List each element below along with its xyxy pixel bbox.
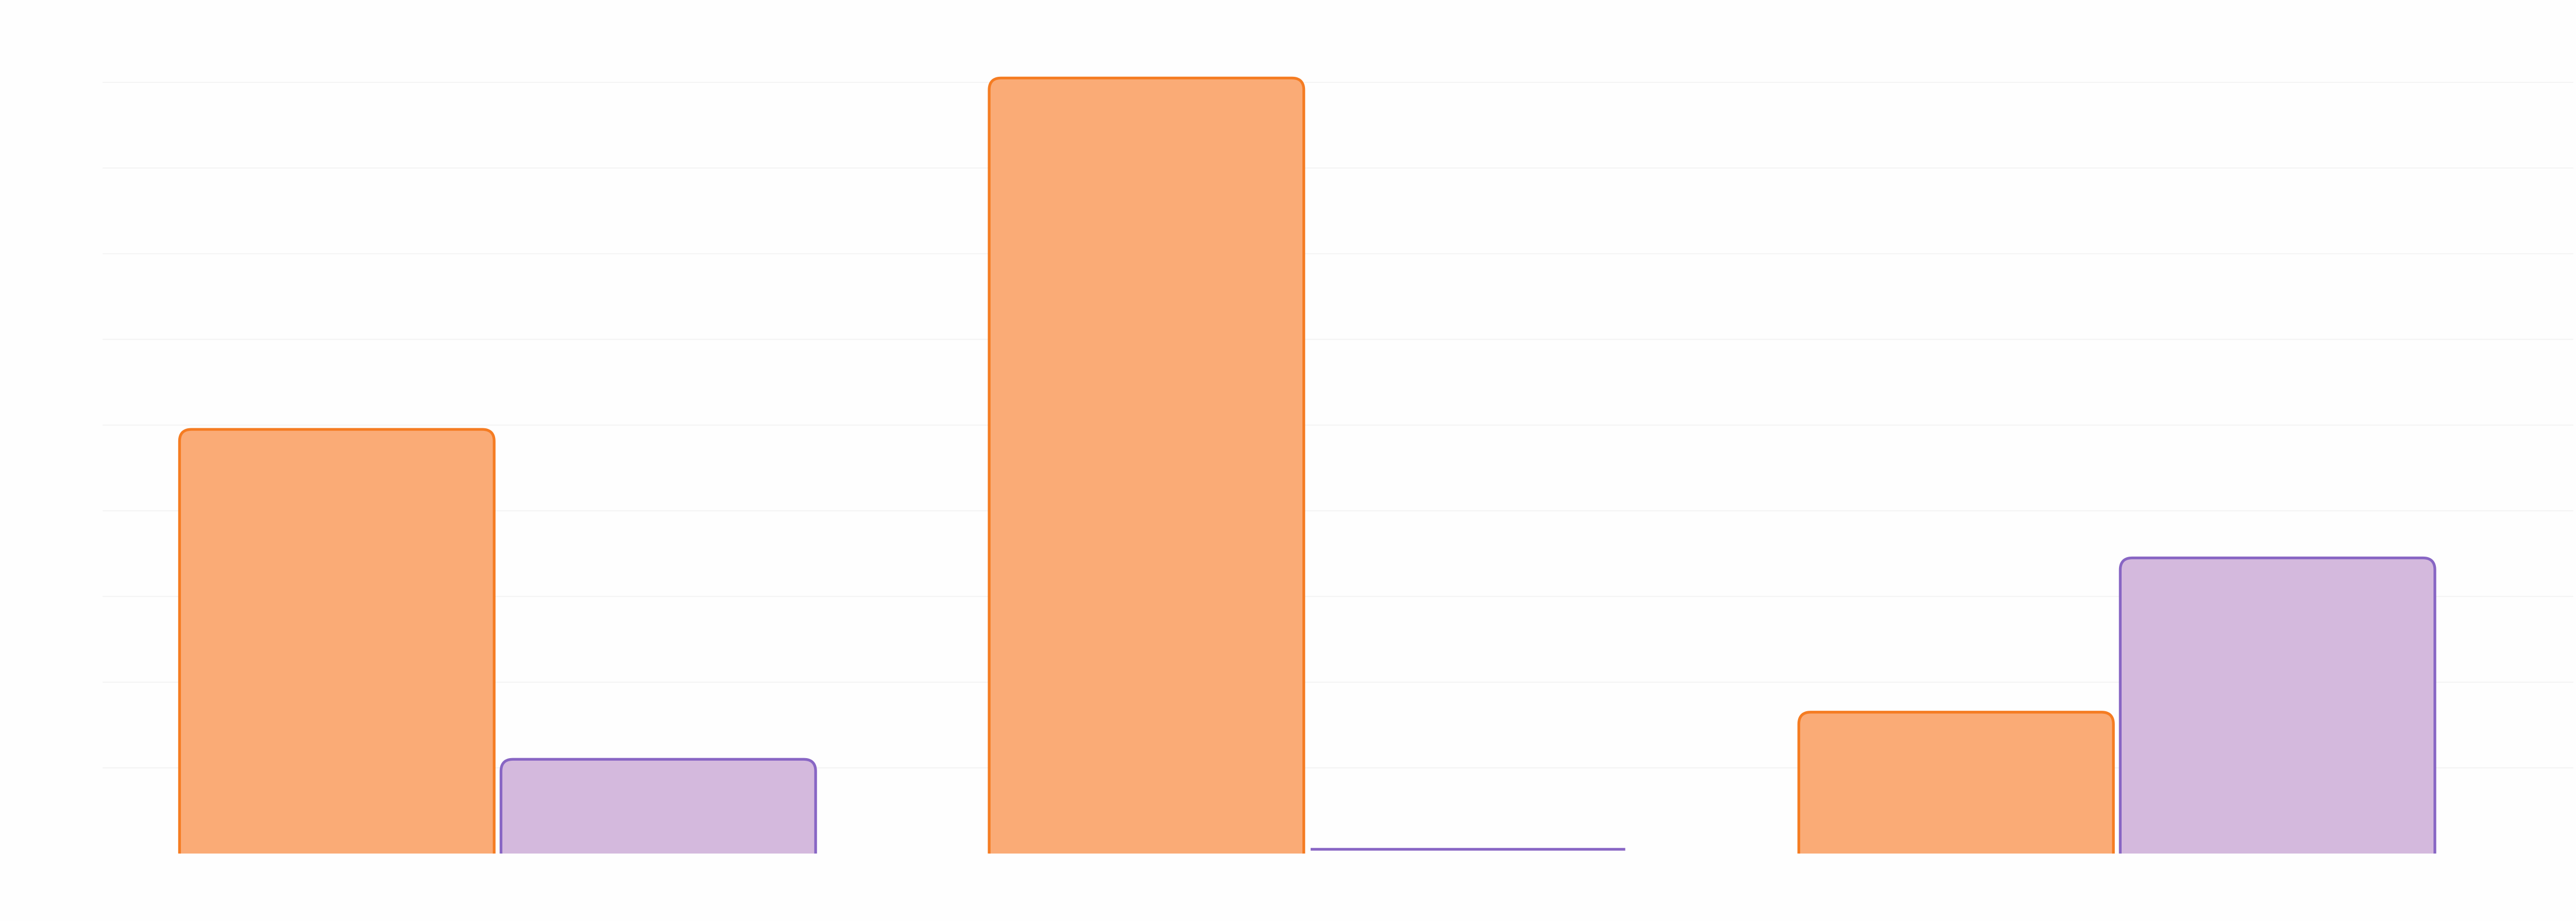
bar-series-2-1 (499, 758, 817, 854)
bars (178, 76, 2436, 854)
bar-series-1-2 (988, 76, 1306, 854)
bar-series-1-1 (178, 428, 496, 854)
bar-series-2-3 (2119, 556, 2436, 854)
bar-series-1-3 (1797, 711, 2115, 854)
gridlines (103, 81, 2573, 768)
